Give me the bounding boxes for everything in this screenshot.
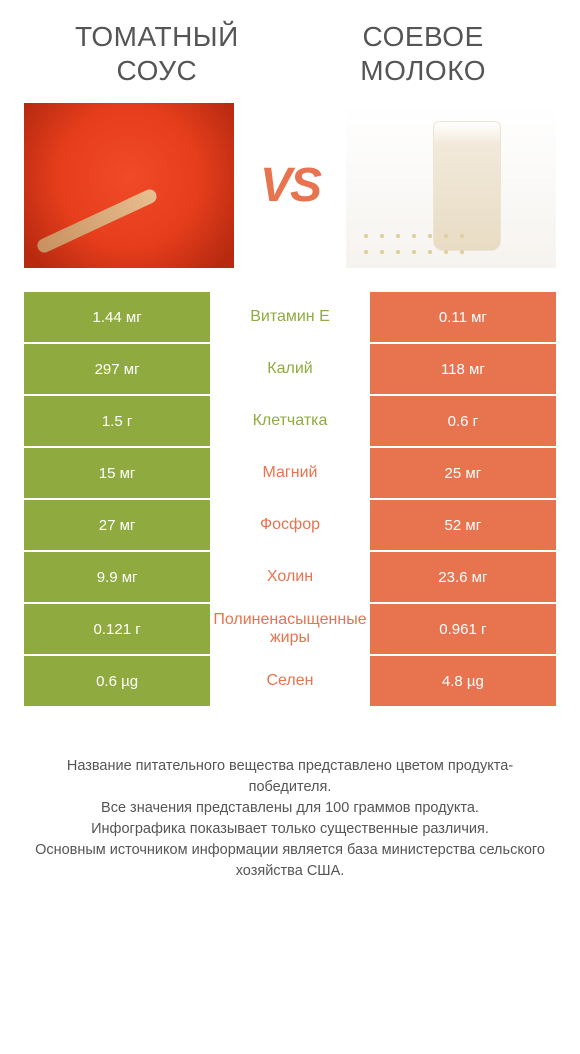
left-value: 9.9 мг [24, 552, 210, 602]
footer-notes: Название питательного вещества представл… [24, 756, 556, 882]
footer-line: Основным источником информации является … [34, 840, 546, 882]
left-value: 297 мг [24, 344, 210, 394]
vs-label: VS [260, 158, 320, 213]
right-value: 0.6 г [370, 396, 556, 446]
left-value: 0.6 µg [24, 656, 210, 706]
nutrient-label: Фосфор [210, 500, 370, 550]
table-row: 15 мгМагний25 мг [24, 448, 556, 498]
nutrient-label: Селен [210, 656, 370, 706]
left-value: 1.5 г [24, 396, 210, 446]
table-row: 0.6 µgСелен4.8 µg [24, 656, 556, 706]
table-row: 1.5 гКлетчатка0.6 г [24, 396, 556, 446]
nutrient-label: Клетчатка [210, 396, 370, 446]
right-product-image [346, 103, 556, 268]
left-value: 15 мг [24, 448, 210, 498]
right-value: 0.11 мг [370, 292, 556, 342]
right-value: 118 мг [370, 344, 556, 394]
table-row: 297 мгКалий118 мг [24, 344, 556, 394]
footer-line: Название питательного вещества представл… [34, 756, 546, 798]
images-row: VS [24, 103, 556, 268]
right-product-title: СОЕВОЕ МОЛОКО [300, 20, 546, 87]
footer-line: Все значения представлены для 100 граммо… [34, 798, 546, 819]
left-value: 27 мг [24, 500, 210, 550]
table-row: 0.121 гПолиненасыщенные жиры0.961 г [24, 604, 556, 654]
left-value: 0.121 г [24, 604, 210, 654]
table-row: 9.9 мгХолин23.6 мг [24, 552, 556, 602]
left-value: 1.44 мг [24, 292, 210, 342]
nutrient-label: Магний [210, 448, 370, 498]
table-row: 27 мгФосфор52 мг [24, 500, 556, 550]
right-value: 4.8 µg [370, 656, 556, 706]
table-row: 1.44 мгВитамин E0.11 мг [24, 292, 556, 342]
right-value: 0.961 г [370, 604, 556, 654]
right-value: 52 мг [370, 500, 556, 550]
nutrient-label: Холин [210, 552, 370, 602]
comparison-table: 1.44 мгВитамин E0.11 мг297 мгКалий118 мг… [24, 292, 556, 706]
right-value: 25 мг [370, 448, 556, 498]
nutrient-label: Витамин E [210, 292, 370, 342]
left-product-image [24, 103, 234, 268]
right-value: 23.6 мг [370, 552, 556, 602]
left-product-title: ТОМАТНЫЙ СОУС [34, 20, 280, 87]
footer-line: Инфографика показывает только существенн… [34, 819, 546, 840]
nutrient-label: Полиненасыщенные жиры [210, 604, 370, 654]
nutrient-label: Калий [210, 344, 370, 394]
header-row: ТОМАТНЫЙ СОУС СОЕВОЕ МОЛОКО [24, 20, 556, 103]
